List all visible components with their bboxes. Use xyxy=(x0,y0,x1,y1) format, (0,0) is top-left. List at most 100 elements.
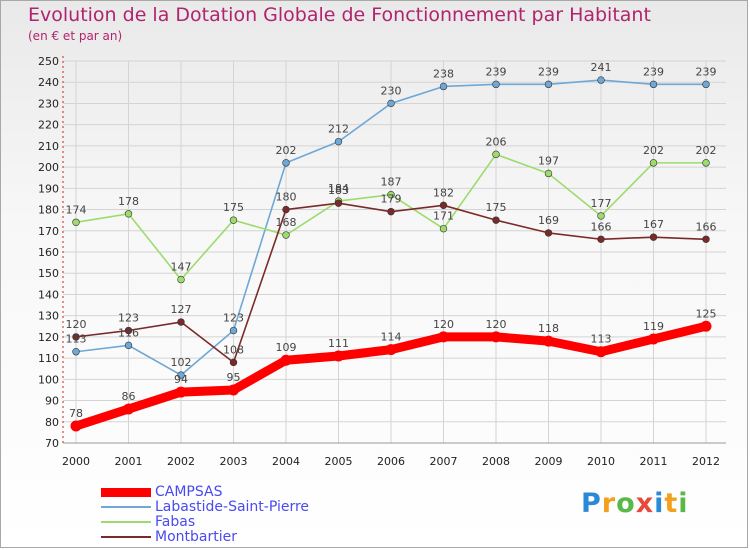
y-tick-label: 210 xyxy=(38,140,59,153)
data-point xyxy=(649,159,658,167)
axis-layer: 7080901001101201301401501601701801902002… xyxy=(38,55,726,468)
data-label: 171 xyxy=(433,210,454,223)
chart-subtitle: (en € et par an) xyxy=(28,29,123,43)
data-label: 119 xyxy=(643,320,664,333)
data-point xyxy=(649,80,658,89)
data-point xyxy=(544,229,553,237)
data-point xyxy=(282,205,290,214)
x-tick-label: 2012 xyxy=(692,455,720,468)
chart-title: Evolution de la Dotation Globale de Fonc… xyxy=(28,4,651,26)
data-label: 169 xyxy=(538,214,559,227)
data-label-layer: 113 116 102 123 202 212 230 238 239 239 241 239 239 1… xyxy=(66,61,717,420)
data-point xyxy=(700,320,712,332)
data-label: 95 xyxy=(227,371,241,384)
data-label: 238 xyxy=(433,67,454,80)
data-point xyxy=(702,80,710,89)
data-point xyxy=(597,212,605,220)
data-label: 239 xyxy=(486,65,507,78)
x-tick-label: 2003 xyxy=(220,455,248,468)
legend-entry: Labastide-Saint-Pierre xyxy=(101,500,361,515)
data-point xyxy=(334,137,343,146)
legend-swatch xyxy=(101,506,151,508)
x-tick-label: 2007 xyxy=(430,455,458,468)
data-label: 187 xyxy=(381,176,402,189)
data-label: 239 xyxy=(643,65,664,78)
y-tick-label: 70 xyxy=(45,437,59,450)
legend: CAMPSAS Labastide-Saint-Pierre Fabas Montba… xyxy=(101,485,361,545)
data-label: 120 xyxy=(433,318,454,331)
y-tick-label: 180 xyxy=(38,204,59,217)
data-point xyxy=(702,159,710,167)
data-label: 212 xyxy=(328,123,349,136)
data-label: 177 xyxy=(591,197,612,210)
x-tick-label: 2004 xyxy=(272,455,300,468)
data-label: 230 xyxy=(381,84,402,97)
data-point xyxy=(229,358,238,367)
y-tick-label: 90 xyxy=(45,395,59,408)
data-label: 168 xyxy=(276,216,297,229)
legend-label: CAMPSAS xyxy=(155,484,223,500)
data-point xyxy=(597,76,605,84)
data-point xyxy=(648,333,659,345)
data-label: 109 xyxy=(276,341,297,354)
data-label: 118 xyxy=(538,322,559,335)
grid-layer xyxy=(63,60,726,444)
y-tick-label: 190 xyxy=(38,182,59,195)
data-point xyxy=(124,341,133,350)
data-point xyxy=(595,346,607,358)
data-label: 116 xyxy=(118,326,139,339)
data-point xyxy=(649,233,658,241)
y-tick-label: 170 xyxy=(38,225,59,238)
x-tick-label: 2008 xyxy=(482,455,510,468)
y-tick-label: 230 xyxy=(38,97,59,110)
data-point xyxy=(282,231,290,239)
data-point xyxy=(282,159,290,167)
data-point xyxy=(175,386,187,398)
legend-entry: Montbartier xyxy=(101,530,361,545)
legend-entry: Fabas xyxy=(101,515,361,530)
data-point xyxy=(334,199,343,207)
data-point xyxy=(702,235,710,243)
data-label: 197 xyxy=(538,154,559,167)
data-label: 178 xyxy=(118,195,139,208)
data-point xyxy=(124,210,133,218)
data-label: 123 xyxy=(223,312,244,325)
legend-label: Montbartier xyxy=(155,529,237,545)
data-label: 202 xyxy=(643,144,664,157)
data-point xyxy=(229,326,238,335)
data-label: 120 xyxy=(66,318,87,331)
y-tick-label: 200 xyxy=(38,161,59,174)
data-label: 183 xyxy=(328,184,349,197)
data-label: 125 xyxy=(696,307,717,320)
y-tick-label: 240 xyxy=(38,76,59,89)
data-point xyxy=(70,420,82,432)
data-point xyxy=(177,318,185,326)
data-label: 114 xyxy=(381,331,402,344)
data-point xyxy=(333,350,344,362)
proxiti-logo: Proxiti xyxy=(581,488,689,519)
data-label: 241 xyxy=(591,61,612,74)
data-point xyxy=(72,348,80,356)
data-label: 202 xyxy=(276,144,297,157)
data-label: 182 xyxy=(433,186,454,199)
data-point xyxy=(387,207,395,216)
data-point xyxy=(597,235,605,243)
y-tick-label: 220 xyxy=(38,119,59,132)
data-label: 167 xyxy=(643,218,664,231)
data-point xyxy=(124,326,133,335)
legend-swatch xyxy=(101,536,151,538)
data-label: 174 xyxy=(66,203,87,216)
data-point xyxy=(387,191,395,199)
y-tick-label: 140 xyxy=(38,288,59,301)
data-label: 239 xyxy=(538,65,559,78)
data-point xyxy=(439,224,448,233)
data-point xyxy=(492,150,500,159)
data-point xyxy=(439,82,448,91)
data-label: 166 xyxy=(591,220,612,233)
x-tick-label: 2009 xyxy=(535,455,563,468)
legend-label: Labastide-Saint-Pierre xyxy=(155,499,310,515)
y-tick-label: 80 xyxy=(45,416,59,429)
x-tick-label: 2011 xyxy=(640,455,668,468)
